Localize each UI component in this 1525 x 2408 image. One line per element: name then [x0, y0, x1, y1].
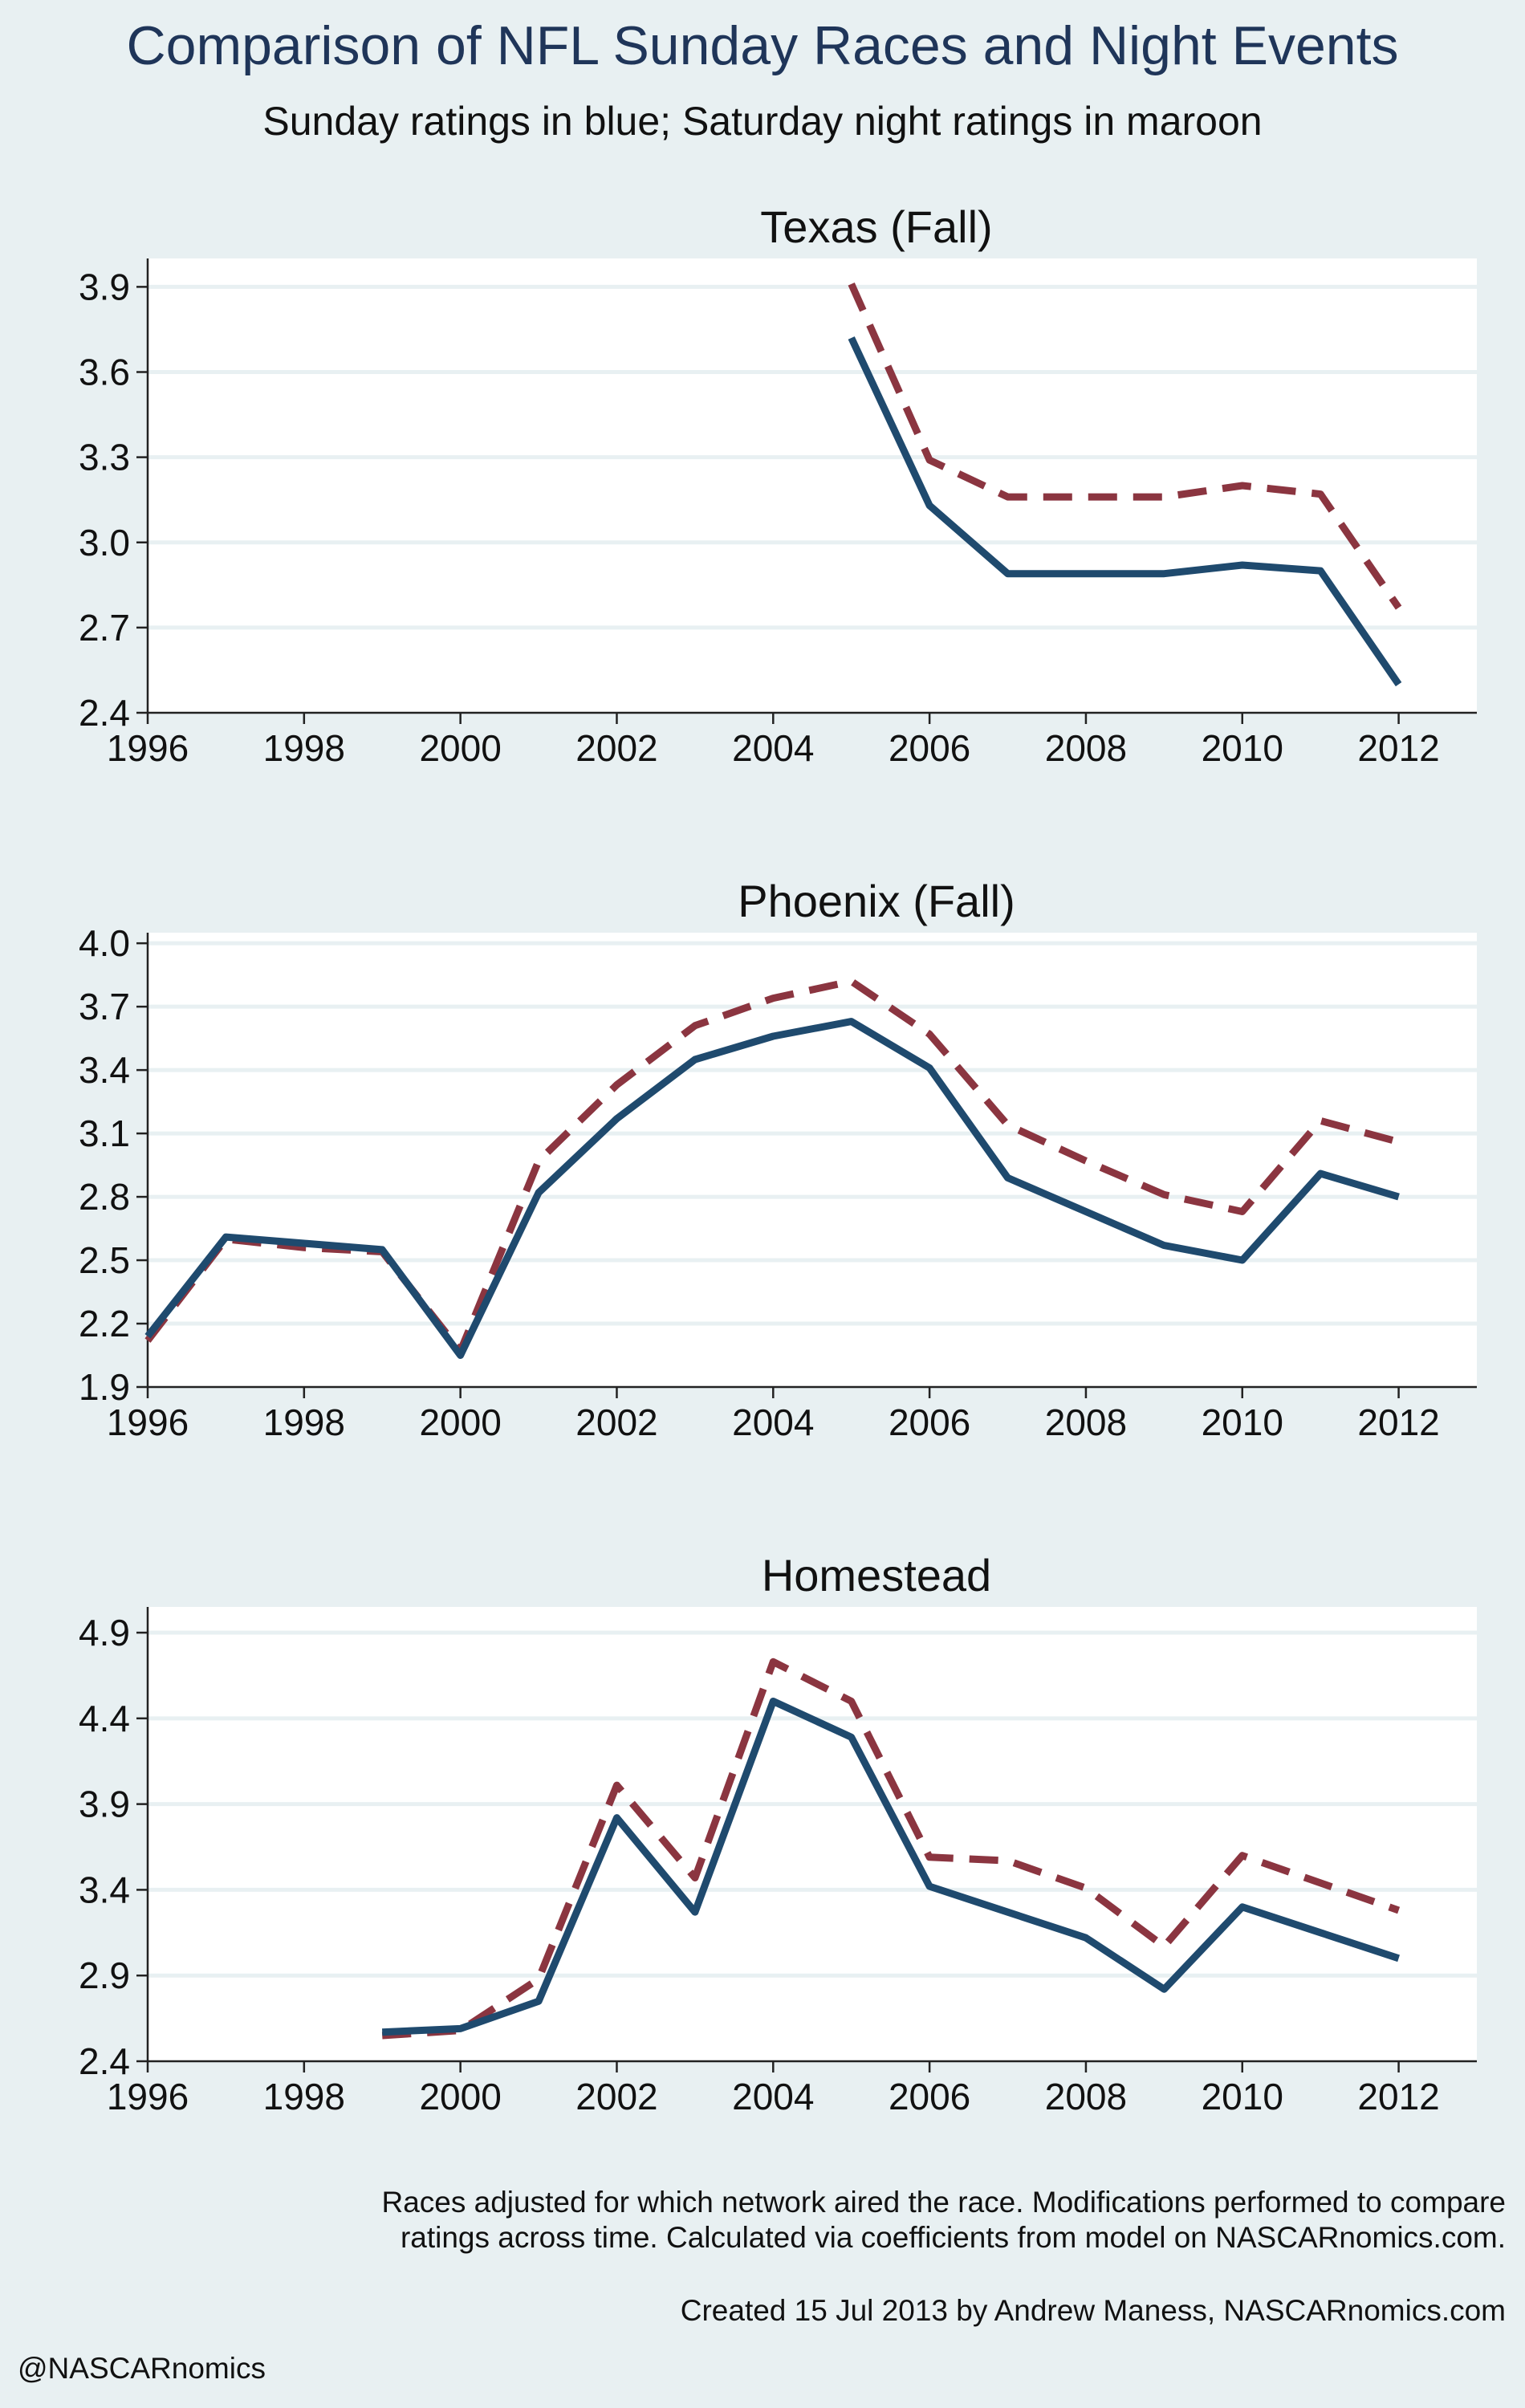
phoenix-x-tick-label: 2002	[575, 1401, 657, 1443]
homestead-y-tick-label: 3.4	[79, 1869, 130, 1910]
texas-y-tick-label: 3.3	[79, 437, 130, 478]
homestead-x-tick-label: 1996	[107, 2076, 189, 2117]
homestead-plot-area	[148, 1607, 1477, 2061]
texas-x-tick-label: 2010	[1202, 727, 1283, 769]
footnote-line-1: Races adjusted for which network aired t…	[381, 2186, 1506, 2219]
homestead-x-tick-label: 2004	[732, 2076, 814, 2117]
homestead-y-tick-label: 2.9	[79, 1954, 130, 1996]
homestead-x-tick-label: 2012	[1357, 2076, 1439, 2117]
texas-series-sunday	[848, 336, 1402, 687]
phoenix-plot-area	[148, 933, 1477, 1387]
texas-x-tick-label: 2004	[732, 727, 814, 769]
phoenix-x-tick-label: 2004	[732, 1401, 814, 1443]
texas-y-tick-label: 2.7	[79, 607, 130, 649]
twitter-handle: @NASCARnomics	[18, 2352, 266, 2385]
texas-x-tick-label: 2012	[1357, 727, 1439, 769]
phoenix-x-tick-label: 1996	[107, 1401, 189, 1443]
phoenix-x-tick-label: 2006	[889, 1401, 970, 1443]
credit-line: Created 15 Jul 2013 by Andrew Maness, NA…	[680, 2294, 1506, 2327]
homestead-series-sunday	[382, 1698, 1401, 2036]
phoenix-y-tick-label: 3.7	[79, 986, 130, 1027]
texas-panel-title: Texas (Fall)	[760, 201, 992, 252]
panel-homestead: Homestead 2.4 2.9 3.4 3.9 4.4 4.9 1996 1998 2000 2…	[79, 1550, 1477, 2117]
panel-texas: Texas (Fall) 2.4 2.7 3.0 3.3 3.6 3.9 1996 1998 20…	[79, 201, 1477, 769]
homestead-x-tick-label: 2006	[889, 2076, 970, 2117]
footnote: Races adjusted for which network aired t…	[61, 2185, 1506, 2255]
homestead-y-tick-label: 3.9	[79, 1784, 130, 1825]
homestead-series-saturday	[381, 1658, 1401, 2040]
phoenix-x-tick-label: 2012	[1357, 1401, 1439, 1443]
phoenix-y-tick-label: 2.5	[79, 1239, 130, 1281]
homestead-x-tick-label: 2008	[1045, 2076, 1127, 2117]
phoenix-series-sunday	[144, 1018, 1400, 1359]
phoenix-y-tick-label: 2.8	[79, 1176, 130, 1218]
phoenix-y-tick-label: 2.2	[79, 1303, 130, 1344]
phoenix-series-saturday	[144, 978, 1400, 1355]
chart-subtitle: Sunday ratings in blue; Saturday night r…	[262, 99, 1263, 144]
texas-y-tick-label: 3.9	[79, 266, 130, 307]
texas-series-saturday	[848, 282, 1402, 610]
footnote-line-2: ratings across time. Calculated via coef…	[400, 2221, 1506, 2254]
homestead-panel-title: Homestead	[762, 1550, 991, 1601]
homestead-x-tick-label: 2010	[1202, 2076, 1283, 2117]
texas-y-tick-label: 3.0	[79, 522, 130, 563]
phoenix-y-tick-label: 3.1	[79, 1112, 130, 1154]
homestead-x-tick-label: 2002	[575, 2076, 657, 2117]
homestead-y-tick-label: 4.4	[79, 1698, 130, 1739]
phoenix-y-tick-label: 1.9	[79, 1366, 130, 1408]
texas-y-tick-label: 3.6	[79, 352, 130, 393]
texas-plot-area	[148, 258, 1477, 713]
texas-x-tick-label: 1998	[263, 727, 345, 769]
phoenix-y-tick-label: 4.0	[79, 922, 130, 964]
phoenix-x-tick-label: 2008	[1045, 1401, 1127, 1443]
texas-y-tick-label: 2.4	[79, 692, 130, 734]
texas-x-tick-label: 2002	[575, 727, 657, 769]
homestead-x-tick-label: 1998	[263, 2076, 345, 2117]
homestead-y-tick-label: 2.4	[79, 2040, 130, 2082]
phoenix-x-tick-label: 2000	[419, 1401, 501, 1443]
homestead-x-tick-label: 2000	[419, 2076, 501, 2117]
texas-x-tick-label: 2000	[419, 727, 501, 769]
phoenix-y-tick-label: 3.4	[79, 1049, 130, 1091]
texas-x-tick-label: 1996	[107, 727, 189, 769]
homestead-y-tick-label: 4.9	[79, 1612, 130, 1653]
chart-title: Comparison of NFL Sunday Races and Night…	[126, 15, 1399, 76]
panel-phoenix: Phoenix (Fall) 1.9 2.2 2.5 2.8 3.1 3.4 3.7 4.0 19…	[79, 876, 1477, 1443]
texas-x-tick-label: 2006	[889, 727, 970, 769]
phoenix-x-tick-label: 2010	[1202, 1401, 1283, 1443]
texas-x-tick-label: 2008	[1045, 727, 1127, 769]
phoenix-panel-title: Phoenix (Fall)	[738, 876, 1015, 926]
phoenix-x-tick-label: 1998	[263, 1401, 345, 1443]
